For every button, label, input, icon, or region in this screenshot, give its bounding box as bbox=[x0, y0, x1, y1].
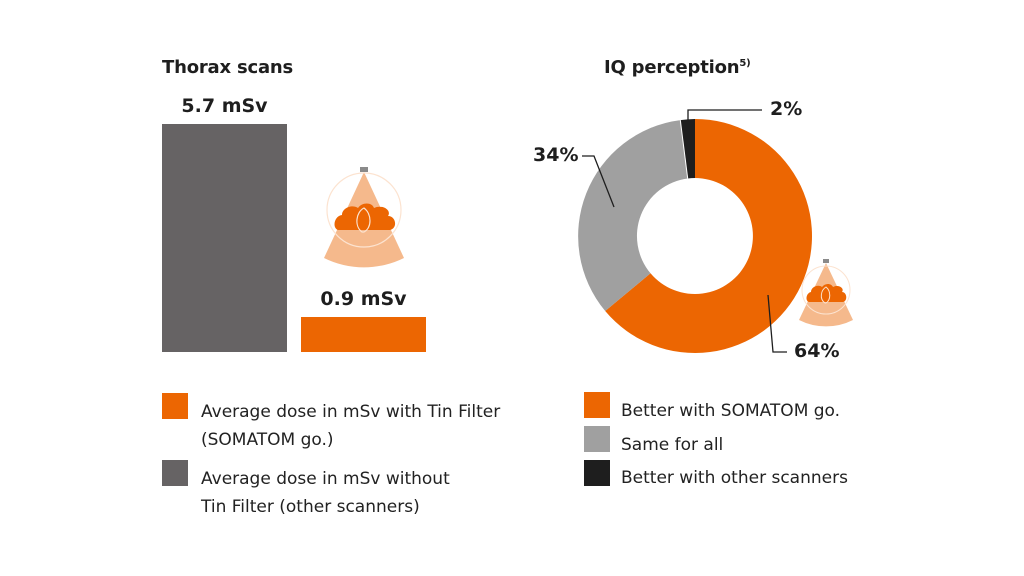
label-34pct: 34% bbox=[533, 144, 579, 166]
thorax-chart-title: Thorax scans bbox=[162, 57, 294, 78]
donut-slice-same bbox=[578, 120, 688, 311]
bar-label-without-tin: 5.7 mSv bbox=[181, 95, 268, 117]
legend-same: Same for all bbox=[621, 435, 724, 455]
footnote-marker: 5) bbox=[739, 58, 751, 69]
legend-swatch-better-other bbox=[584, 460, 610, 486]
legend-swatch-better-somatom bbox=[584, 392, 610, 418]
label-2pct: 2% bbox=[770, 98, 803, 120]
legend-with-tin-line2: (SOMATOM go.) bbox=[201, 430, 334, 450]
leader-line-34pct bbox=[582, 155, 615, 208]
bar-without-tin-filter bbox=[162, 124, 287, 352]
legend-better-somatom: Better with SOMATOM go. bbox=[621, 401, 841, 421]
ct-scan-fan-icon-small bbox=[799, 259, 853, 327]
legend-without-tin-line2: Tin Filter (other scanners) bbox=[201, 497, 420, 517]
donut-slice-better-other bbox=[680, 119, 695, 179]
label-64pct: 64% bbox=[794, 340, 840, 362]
iq-chart-title-text: IQ perception bbox=[604, 57, 740, 78]
iq-chart-title: IQ perception5) bbox=[604, 57, 751, 78]
legend-without-tin-line1: Average dose in mSv without bbox=[201, 469, 450, 489]
legend-swatch-with-tin bbox=[162, 393, 188, 419]
legend-swatch-without-tin bbox=[162, 460, 188, 486]
donut-slice-better-somatom bbox=[605, 119, 812, 354]
bar-with-tin-filter bbox=[301, 317, 426, 352]
legend-with-tin-line1: Average dose in mSv with Tin Filter bbox=[201, 402, 501, 422]
legend-swatch-same bbox=[584, 426, 610, 452]
leader-line-2pct bbox=[687, 109, 762, 126]
leader-line-64pct bbox=[767, 294, 787, 353]
bar-label-with-tin: 0.9 mSv bbox=[320, 288, 407, 310]
legend-better-other: Better with other scanners bbox=[621, 468, 848, 488]
